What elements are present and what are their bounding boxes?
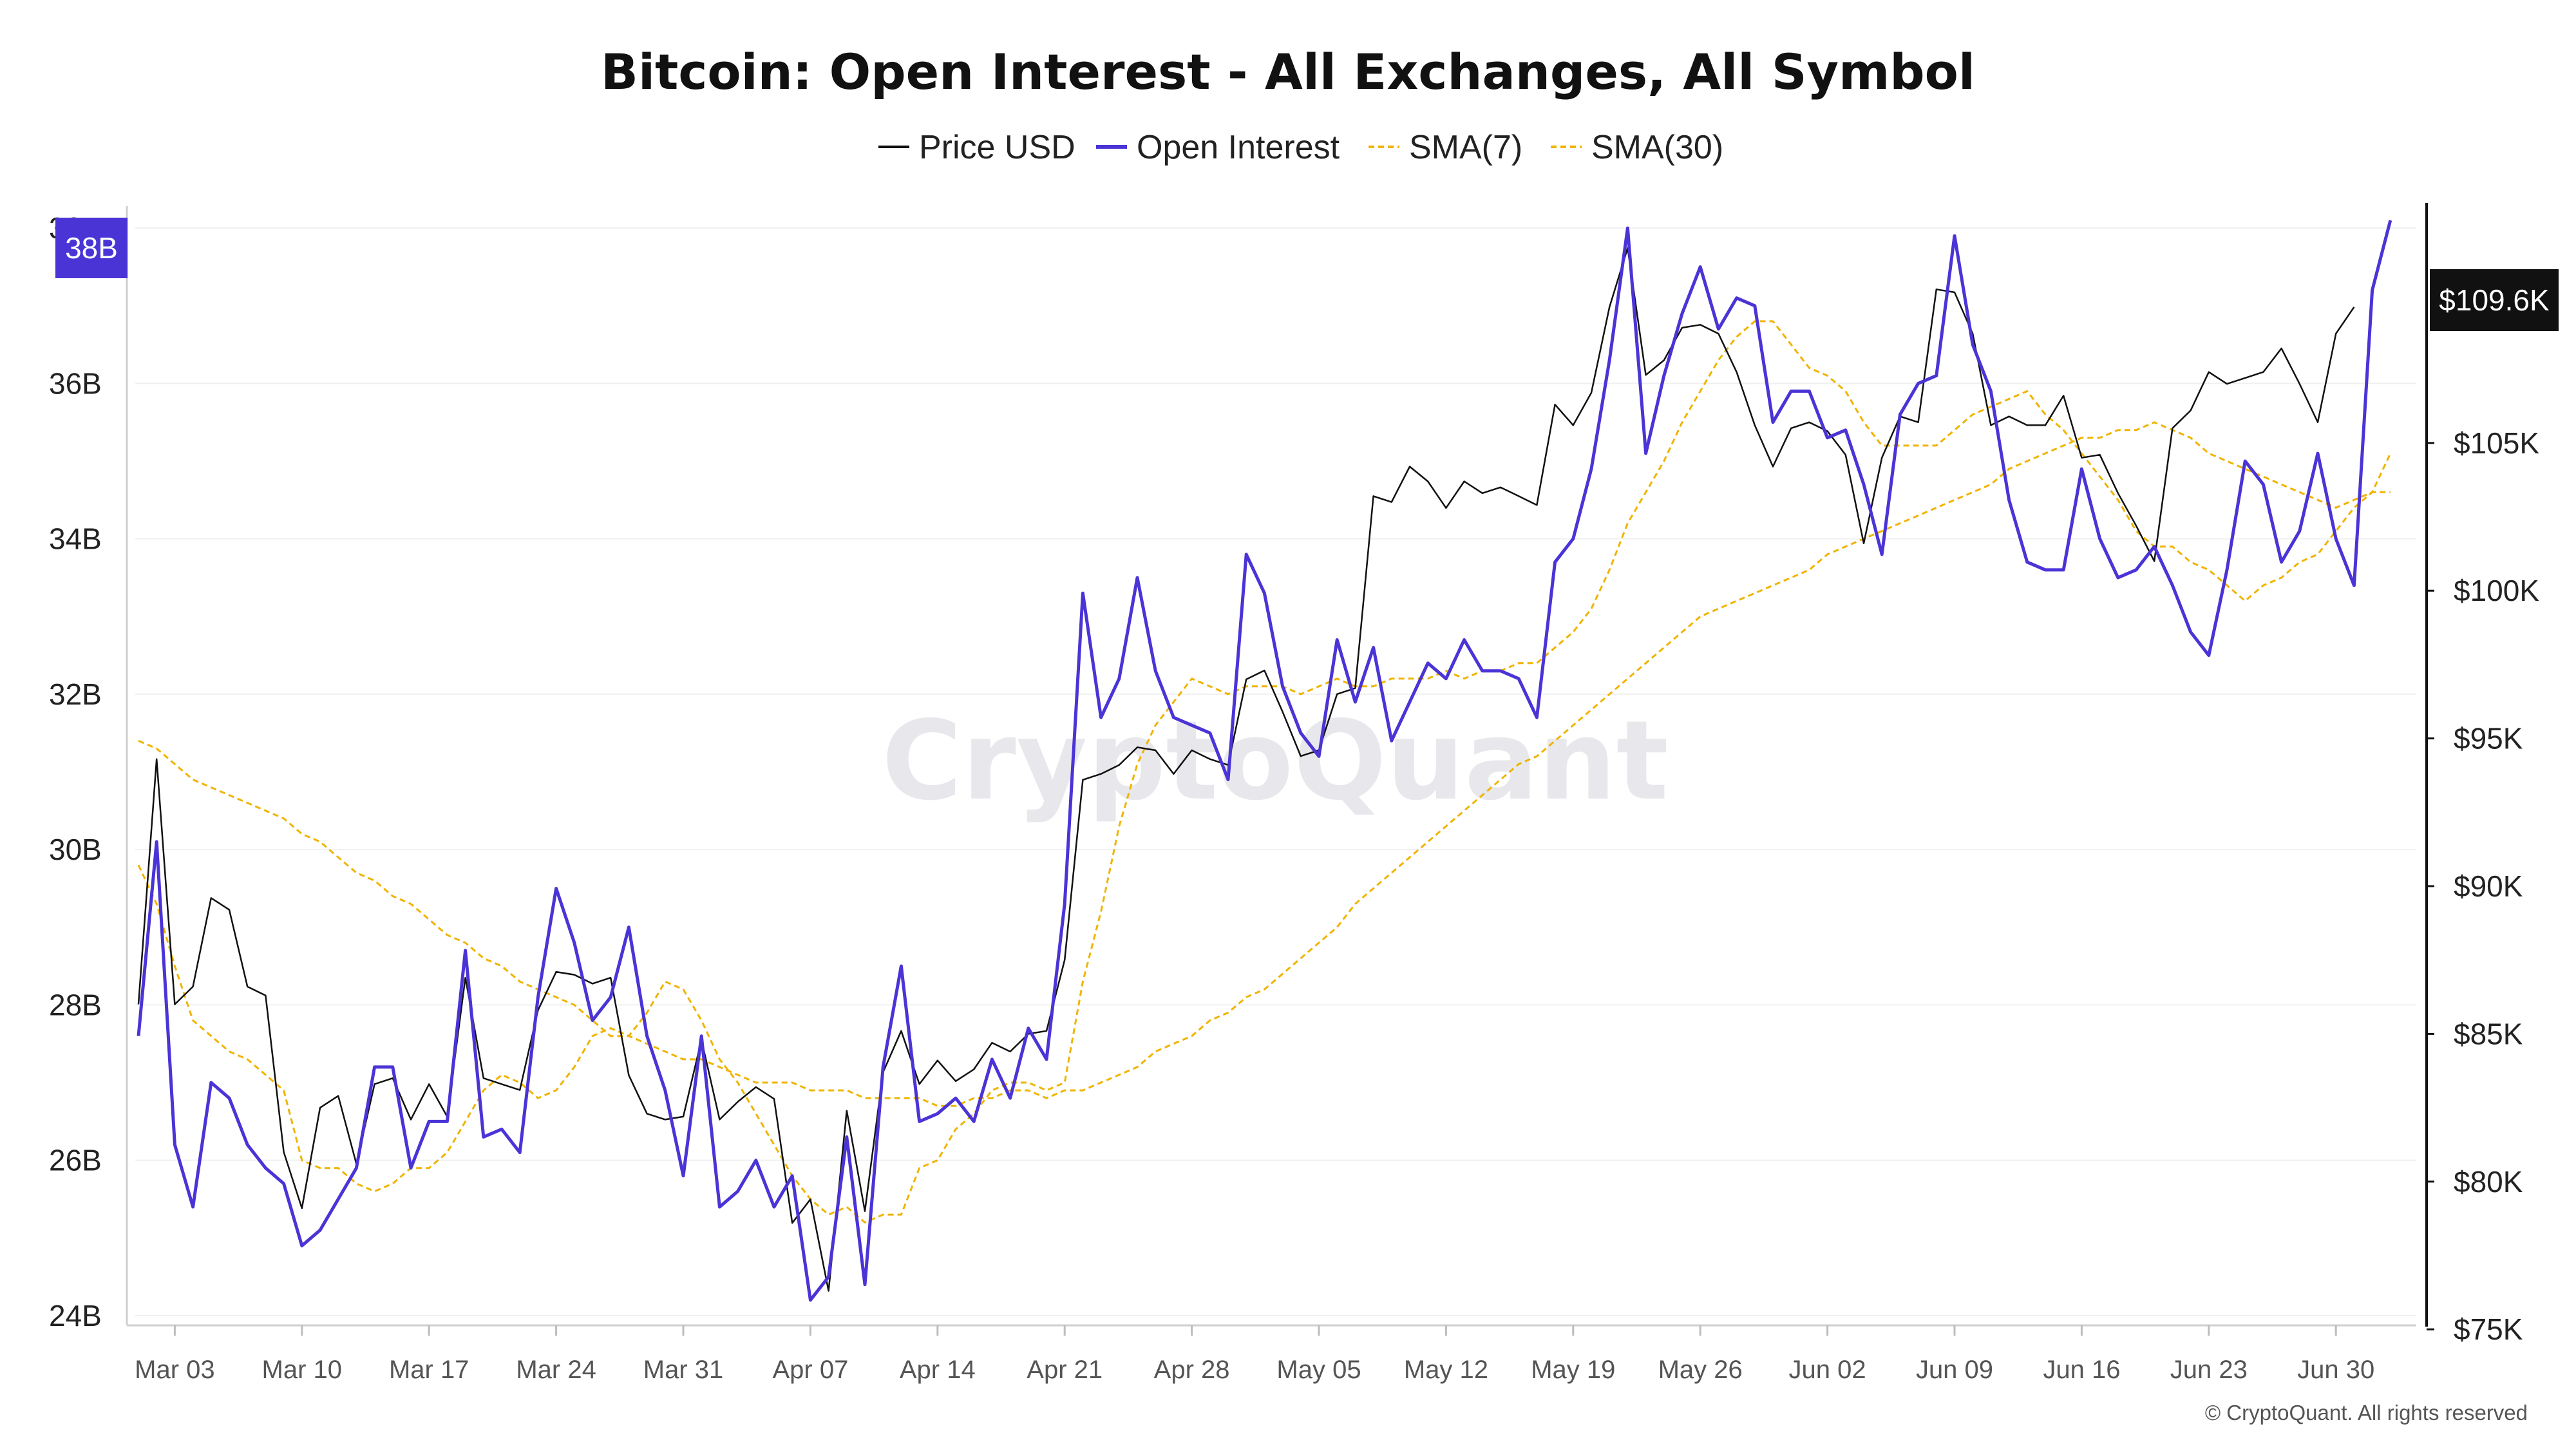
x-tick-label-11: May 19 xyxy=(1531,1356,1615,1384)
series-line-open-interest xyxy=(137,220,2392,1302)
right-tick-label-0: $75K xyxy=(2454,1312,2523,1346)
x-axis-ticks: Mar 03 Mar 10 Mar 17 Mar 24 Mar 31 Apr 07 Apr … xyxy=(135,1325,2374,1384)
oi-badge-background xyxy=(55,218,128,278)
legend-label-sma30: SMA(30) xyxy=(1591,129,1723,166)
x-tick-label-9: May 05 xyxy=(1276,1356,1361,1384)
x-tick-label-15: Jun 16 xyxy=(2043,1356,2120,1384)
right-tick-label-2: $85K xyxy=(2454,1017,2523,1050)
series-layer xyxy=(137,220,2392,1302)
legend: Price USD Open Interest SMA(7) SMA(30) xyxy=(878,129,1723,166)
legend-label-sma7: SMA(7) xyxy=(1409,129,1522,166)
left-tick-label-24B: 24B xyxy=(49,1299,102,1332)
legend-label-open-interest: Open Interest xyxy=(1137,129,1340,166)
right-tick-label-1: $80K xyxy=(2454,1165,2523,1198)
x-tick-label-12: May 26 xyxy=(1658,1356,1743,1384)
x-tick-label-14: Jun 09 xyxy=(1916,1356,1993,1384)
x-tick-label-13: Jun 02 xyxy=(1789,1356,1866,1384)
x-tick-label-7: Apr 21 xyxy=(1027,1356,1103,1384)
right-tick-label-5: $100K xyxy=(2454,574,2539,607)
watermark: CryptoQuant xyxy=(882,697,1669,825)
series-line-sma7 xyxy=(137,320,2392,1224)
grid xyxy=(135,227,2416,1316)
legend-item-open-interest[interactable]: Open Interest xyxy=(1096,129,1340,166)
legend-item-sma30[interactable]: SMA(30) xyxy=(1551,129,1723,166)
legend-label-price: Price USD xyxy=(919,129,1075,166)
left-tick-label-32B: 32B xyxy=(49,677,102,711)
x-tick-label-3: Mar 24 xyxy=(516,1356,596,1384)
x-tick-label-4: Mar 31 xyxy=(643,1356,724,1384)
right-tick-label-3: $90K xyxy=(2454,869,2523,903)
right-tick-label-4: $95K xyxy=(2454,722,2523,755)
axes xyxy=(126,203,2428,1327)
copyright-text: © CryptoQuant. All rights reserved xyxy=(2205,1401,2528,1425)
x-tick-label-2: Mar 17 xyxy=(389,1356,469,1384)
right-tick-label-6: $105K xyxy=(2454,426,2539,460)
series-line-sma30 xyxy=(138,421,2391,1107)
legend-item-sma7[interactable]: SMA(7) xyxy=(1368,129,1522,166)
left-tick-label-34B: 34B xyxy=(49,522,102,556)
left-tick-label-26B: 26B xyxy=(49,1144,102,1177)
series-line-price xyxy=(137,247,2355,1292)
right-axis-ticks: $75K $80K $85K $90K $95K $100K $105K xyxy=(2427,426,2539,1346)
x-tick-label-8: Apr 28 xyxy=(1154,1356,1230,1384)
legend-item-price[interactable]: Price USD xyxy=(878,129,1075,166)
x-tick-label-0: Mar 03 xyxy=(135,1356,215,1384)
left-axis-ticks: 24B26B28B30B32B34B36B38B xyxy=(49,211,102,1332)
x-tick-label-6: Apr 14 xyxy=(900,1356,976,1384)
oi-badge-label: 38B xyxy=(65,231,118,265)
price-badge-label: $109.6K xyxy=(2439,283,2550,317)
chart-title: Bitcoin: Open Interest - All Exchanges, … xyxy=(601,43,1975,100)
x-tick-label-17: Jun 30 xyxy=(2297,1356,2374,1384)
left-tick-label-30B: 30B xyxy=(49,833,102,866)
x-tick-label-16: Jun 23 xyxy=(2170,1356,2248,1384)
x-tick-label-5: Apr 07 xyxy=(772,1356,848,1384)
oi-current-badge: 38B xyxy=(55,218,128,278)
price-current-badge: $109.6K xyxy=(2430,269,2559,331)
x-tick-label-10: May 12 xyxy=(1404,1356,1488,1384)
x-tick-label-1: Mar 10 xyxy=(262,1356,343,1384)
price-badge-background xyxy=(2430,269,2559,331)
left-tick-label-36B: 36B xyxy=(49,366,102,400)
left-tick-label-28B: 28B xyxy=(49,988,102,1021)
